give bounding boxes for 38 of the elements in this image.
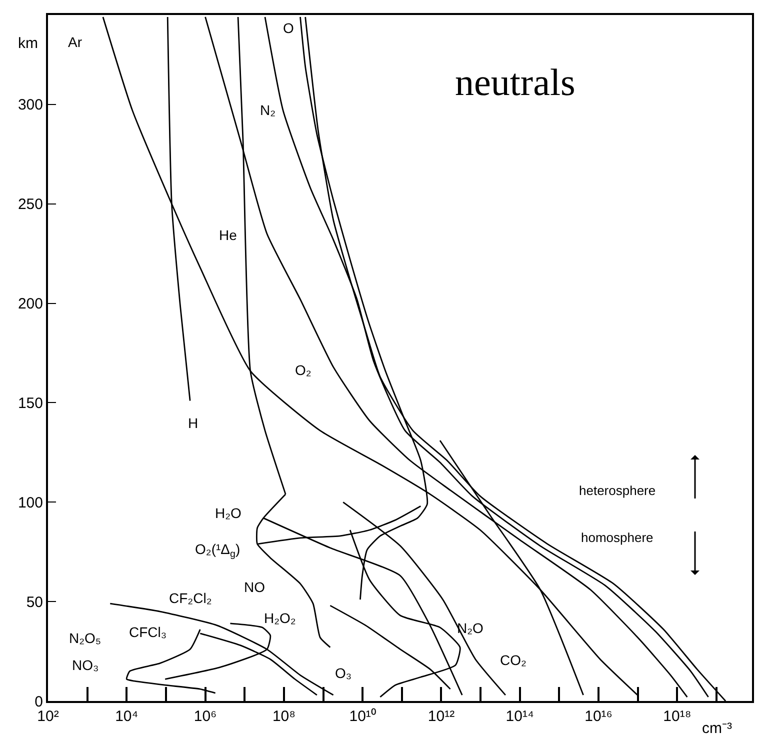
y-tick-label: 100	[18, 494, 43, 512]
y-tick-label: 50	[26, 594, 43, 611]
annotation: O₂	[295, 362, 312, 378]
x-tick-label: 10¹²	[428, 708, 455, 725]
annotation: H₂O₂	[264, 610, 296, 626]
annotation: heterosphere	[579, 483, 656, 498]
x-tick-label: 10¹⁶	[584, 708, 612, 725]
annotation: Ar	[68, 34, 82, 50]
annotation: N₂O₅	[69, 630, 102, 646]
annotation: homosphere	[581, 530, 654, 545]
y-tick-label: 300	[18, 96, 43, 114]
x-tick-label: 10¹⁰	[349, 708, 376, 725]
annotation: CO₂	[500, 652, 526, 668]
y-tick-label: 200	[18, 296, 43, 313]
annotation: H₂O	[215, 505, 242, 521]
y-tick-label: 150	[18, 394, 43, 412]
annotation: CF₂Cl₂	[169, 590, 212, 606]
x-tick-label: 10¹⁸	[663, 708, 692, 725]
x-axis-title: cm⁻³	[702, 720, 732, 737]
x-tick-label: 10⁸	[272, 708, 296, 725]
x-tick-label: 10²	[37, 708, 59, 725]
annotation: NO	[244, 579, 266, 595]
annotation: N₂	[260, 102, 276, 118]
text: neutrals	[455, 62, 576, 104]
x-tick-label: 10¹⁴	[506, 708, 534, 725]
annotation: NO₃	[72, 657, 99, 673]
x-tick-label: 10⁶	[194, 708, 217, 725]
annotation: O₃	[335, 665, 352, 681]
annotation: O₂(¹Δ$_{g}$)	[195, 541, 240, 560]
annotation: CFCl₃	[129, 624, 167, 640]
x-tick-label: 10⁴	[115, 708, 138, 725]
y-tick-label: 0	[34, 693, 43, 710]
y-axis-title: km	[18, 35, 38, 52]
annotation: H	[188, 415, 198, 431]
annotation: O	[283, 20, 294, 36]
annotation: N₂O	[457, 620, 484, 636]
annotation: He	[219, 227, 238, 243]
y-tick-label: 250	[18, 196, 43, 214]
